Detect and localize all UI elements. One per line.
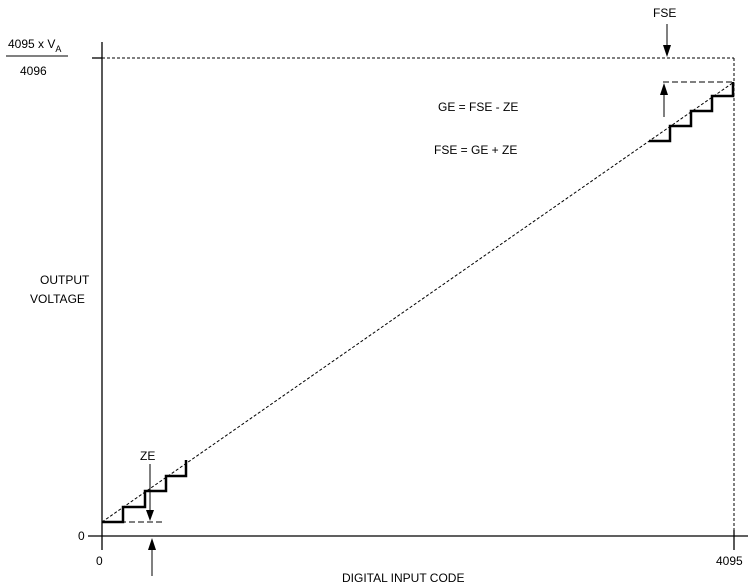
fse-arrow-head [660,83,668,95]
y-zero-label: 0 [78,529,85,543]
gain-error-equation: GE = FSE - ZE [438,100,518,114]
ze-arrow-head [146,510,154,521]
y-top-label-denominator: 4096 [20,64,47,78]
y-axis-title-line2: VOLTAGE [30,292,85,306]
full-scale-error-equation: FSE = GE + ZE [434,143,517,157]
fse-top-arrow-head [663,45,671,57]
ze-code-arrow-head [148,538,156,550]
fse-label: FSE [653,6,676,20]
y-axis-title-line1: OUTPUT [40,273,90,287]
x-axis-title: DIGITAL INPUT CODE [342,571,464,585]
upper-staircase [649,82,735,143]
ze-label: ZE [140,449,155,463]
x-zero-label: 0 [96,554,103,568]
lower-staircase [102,460,188,524]
actual-transfer-line [101,81,735,523]
y-top-label-numerator: 4095 x VA [8,37,61,54]
x-max-label: 4095 [716,554,743,568]
